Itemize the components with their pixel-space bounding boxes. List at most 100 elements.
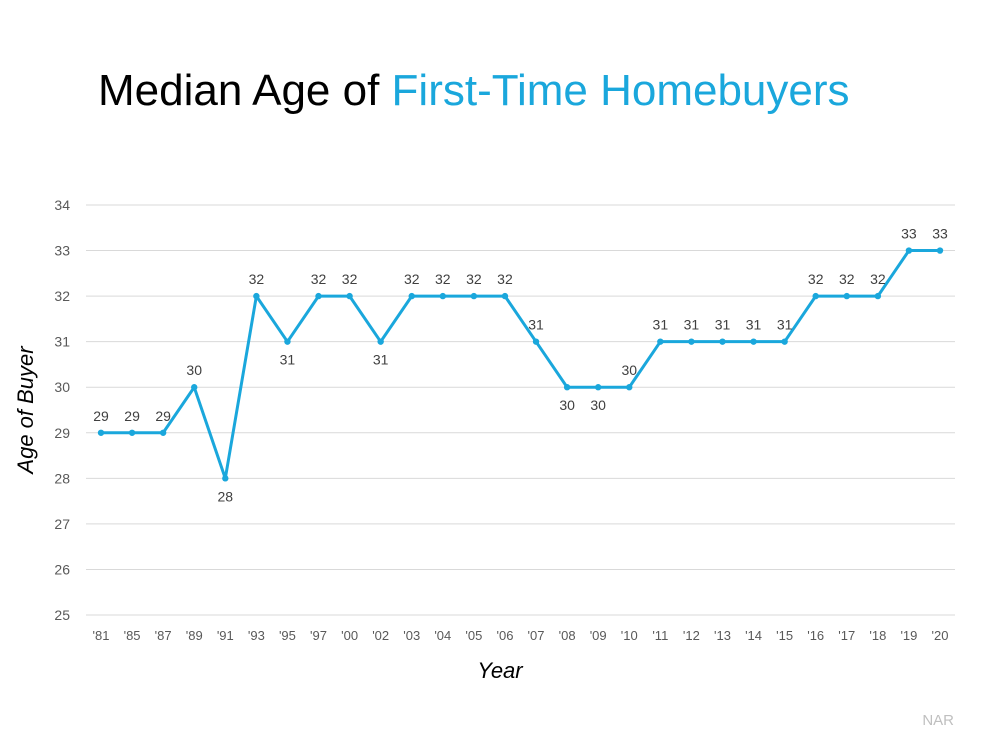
chart-title: Median Age of First-Time Homebuyers [98,66,850,116]
x-tick-label: '89 [186,628,203,643]
data-point [501,292,509,300]
data-point [905,247,913,254]
x-tick-label: '87 [155,628,172,643]
x-tick-label: '09 [590,628,607,643]
data-label: 32 [808,271,824,287]
source-label: NAR [922,712,954,729]
data-label: 32 [839,271,855,287]
x-tick-label: '02 [372,628,389,643]
data-label: 32 [404,271,420,287]
data-label: 32 [435,271,451,287]
data-points [97,247,944,482]
data-label: 31 [777,317,793,333]
y-tick-label: 27 [54,516,70,532]
y-tick-label: 30 [54,379,70,395]
x-tick-label: '10 [621,628,638,643]
data-point [626,384,633,391]
x-tick-label: '81 [93,628,110,643]
y-tick-label: 29 [54,425,70,441]
data-label: 31 [280,352,296,368]
x-tick-label: '13 [714,628,731,643]
x-tick-label: '17 [838,628,855,643]
data-label: 29 [155,408,171,424]
data-point [408,292,415,300]
data-point [377,338,384,345]
data-point [97,429,105,436]
data-label: 33 [932,226,948,242]
data-point [843,292,850,300]
data-label: 32 [497,271,513,287]
data-label: 31 [373,352,389,368]
data-point [750,338,757,345]
data-label: 30 [621,362,637,378]
x-tick-label: '00 [341,628,358,643]
x-tick-label: '91 [217,628,234,643]
data-label: 31 [746,317,762,333]
data-point [159,429,167,436]
data-label: 30 [590,397,606,413]
data-point [346,292,353,300]
y-tick-label: 25 [54,607,70,623]
x-tick-label: '15 [776,628,793,643]
y-tick-label: 33 [54,243,70,259]
data-label: 29 [93,408,109,424]
x-tick-label: '93 [248,628,265,643]
data-point [719,338,726,345]
data-label: 32 [466,271,482,287]
x-tick-label: '16 [807,628,824,643]
data-label: 32 [870,271,886,287]
x-tick-label: '97 [310,628,327,643]
x-tick-label: '08 [559,628,576,643]
data-point [936,247,944,254]
data-point [439,292,447,300]
x-tick-label: '18 [869,628,886,643]
data-point [874,292,882,300]
x-tick-label: '20 [932,628,949,643]
data-point [253,292,260,300]
x-tick-label: '12 [683,628,700,643]
data-label: 32 [311,271,327,287]
data-label: 32 [249,271,265,287]
y-tick-labels: 25 26 27 28 29 30 31 32 33 34 [54,197,70,623]
x-tick-label: '85 [124,628,141,643]
data-label: 32 [342,271,358,287]
data-label: 33 [901,226,917,242]
data-point [563,384,571,391]
title-part-1: Median Age of [98,66,392,115]
x-tick-labels: '81 '85 '87 '89 '91 '93 '95 '97 '00 '02 '03 '04 '05 '… [93,628,949,643]
y-tick-label: 28 [54,470,70,486]
data-labels: 29 29 29 30 28 32 31 32 32 31 32 32 32 32 31 30 30 30 31 31… [93,226,948,505]
y-tick-label: 32 [54,288,70,304]
data-point [781,338,788,345]
y-tick-label: 26 [54,561,70,577]
data-point [812,292,819,300]
data-point [657,338,664,345]
title-part-2: First-Time Homebuyers [391,66,850,115]
x-axis-title: Year [477,658,524,683]
data-point [128,429,136,436]
x-tick-label: '95 [279,628,296,643]
data-point [594,384,602,391]
y-tick-label: 34 [54,197,70,213]
gridlines [86,204,955,616]
data-point [191,384,198,391]
data-label: 28 [218,488,234,504]
data-label: 29 [124,408,140,424]
data-label: 30 [186,362,202,378]
x-tick-label: '07 [528,628,545,643]
data-point [688,338,695,345]
data-label: 31 [528,317,544,333]
x-tick-label: '19 [900,628,917,643]
x-tick-label: '06 [496,628,513,643]
series-line [101,249,940,480]
data-point [284,338,291,345]
data-label: 31 [653,317,669,333]
x-tick-label: '04 [434,628,451,643]
data-label: 30 [559,397,575,413]
data-point [532,338,540,345]
x-tick-label: '14 [745,628,762,643]
data-label: 31 [715,317,731,333]
data-point [470,292,478,300]
data-label: 31 [684,317,700,333]
